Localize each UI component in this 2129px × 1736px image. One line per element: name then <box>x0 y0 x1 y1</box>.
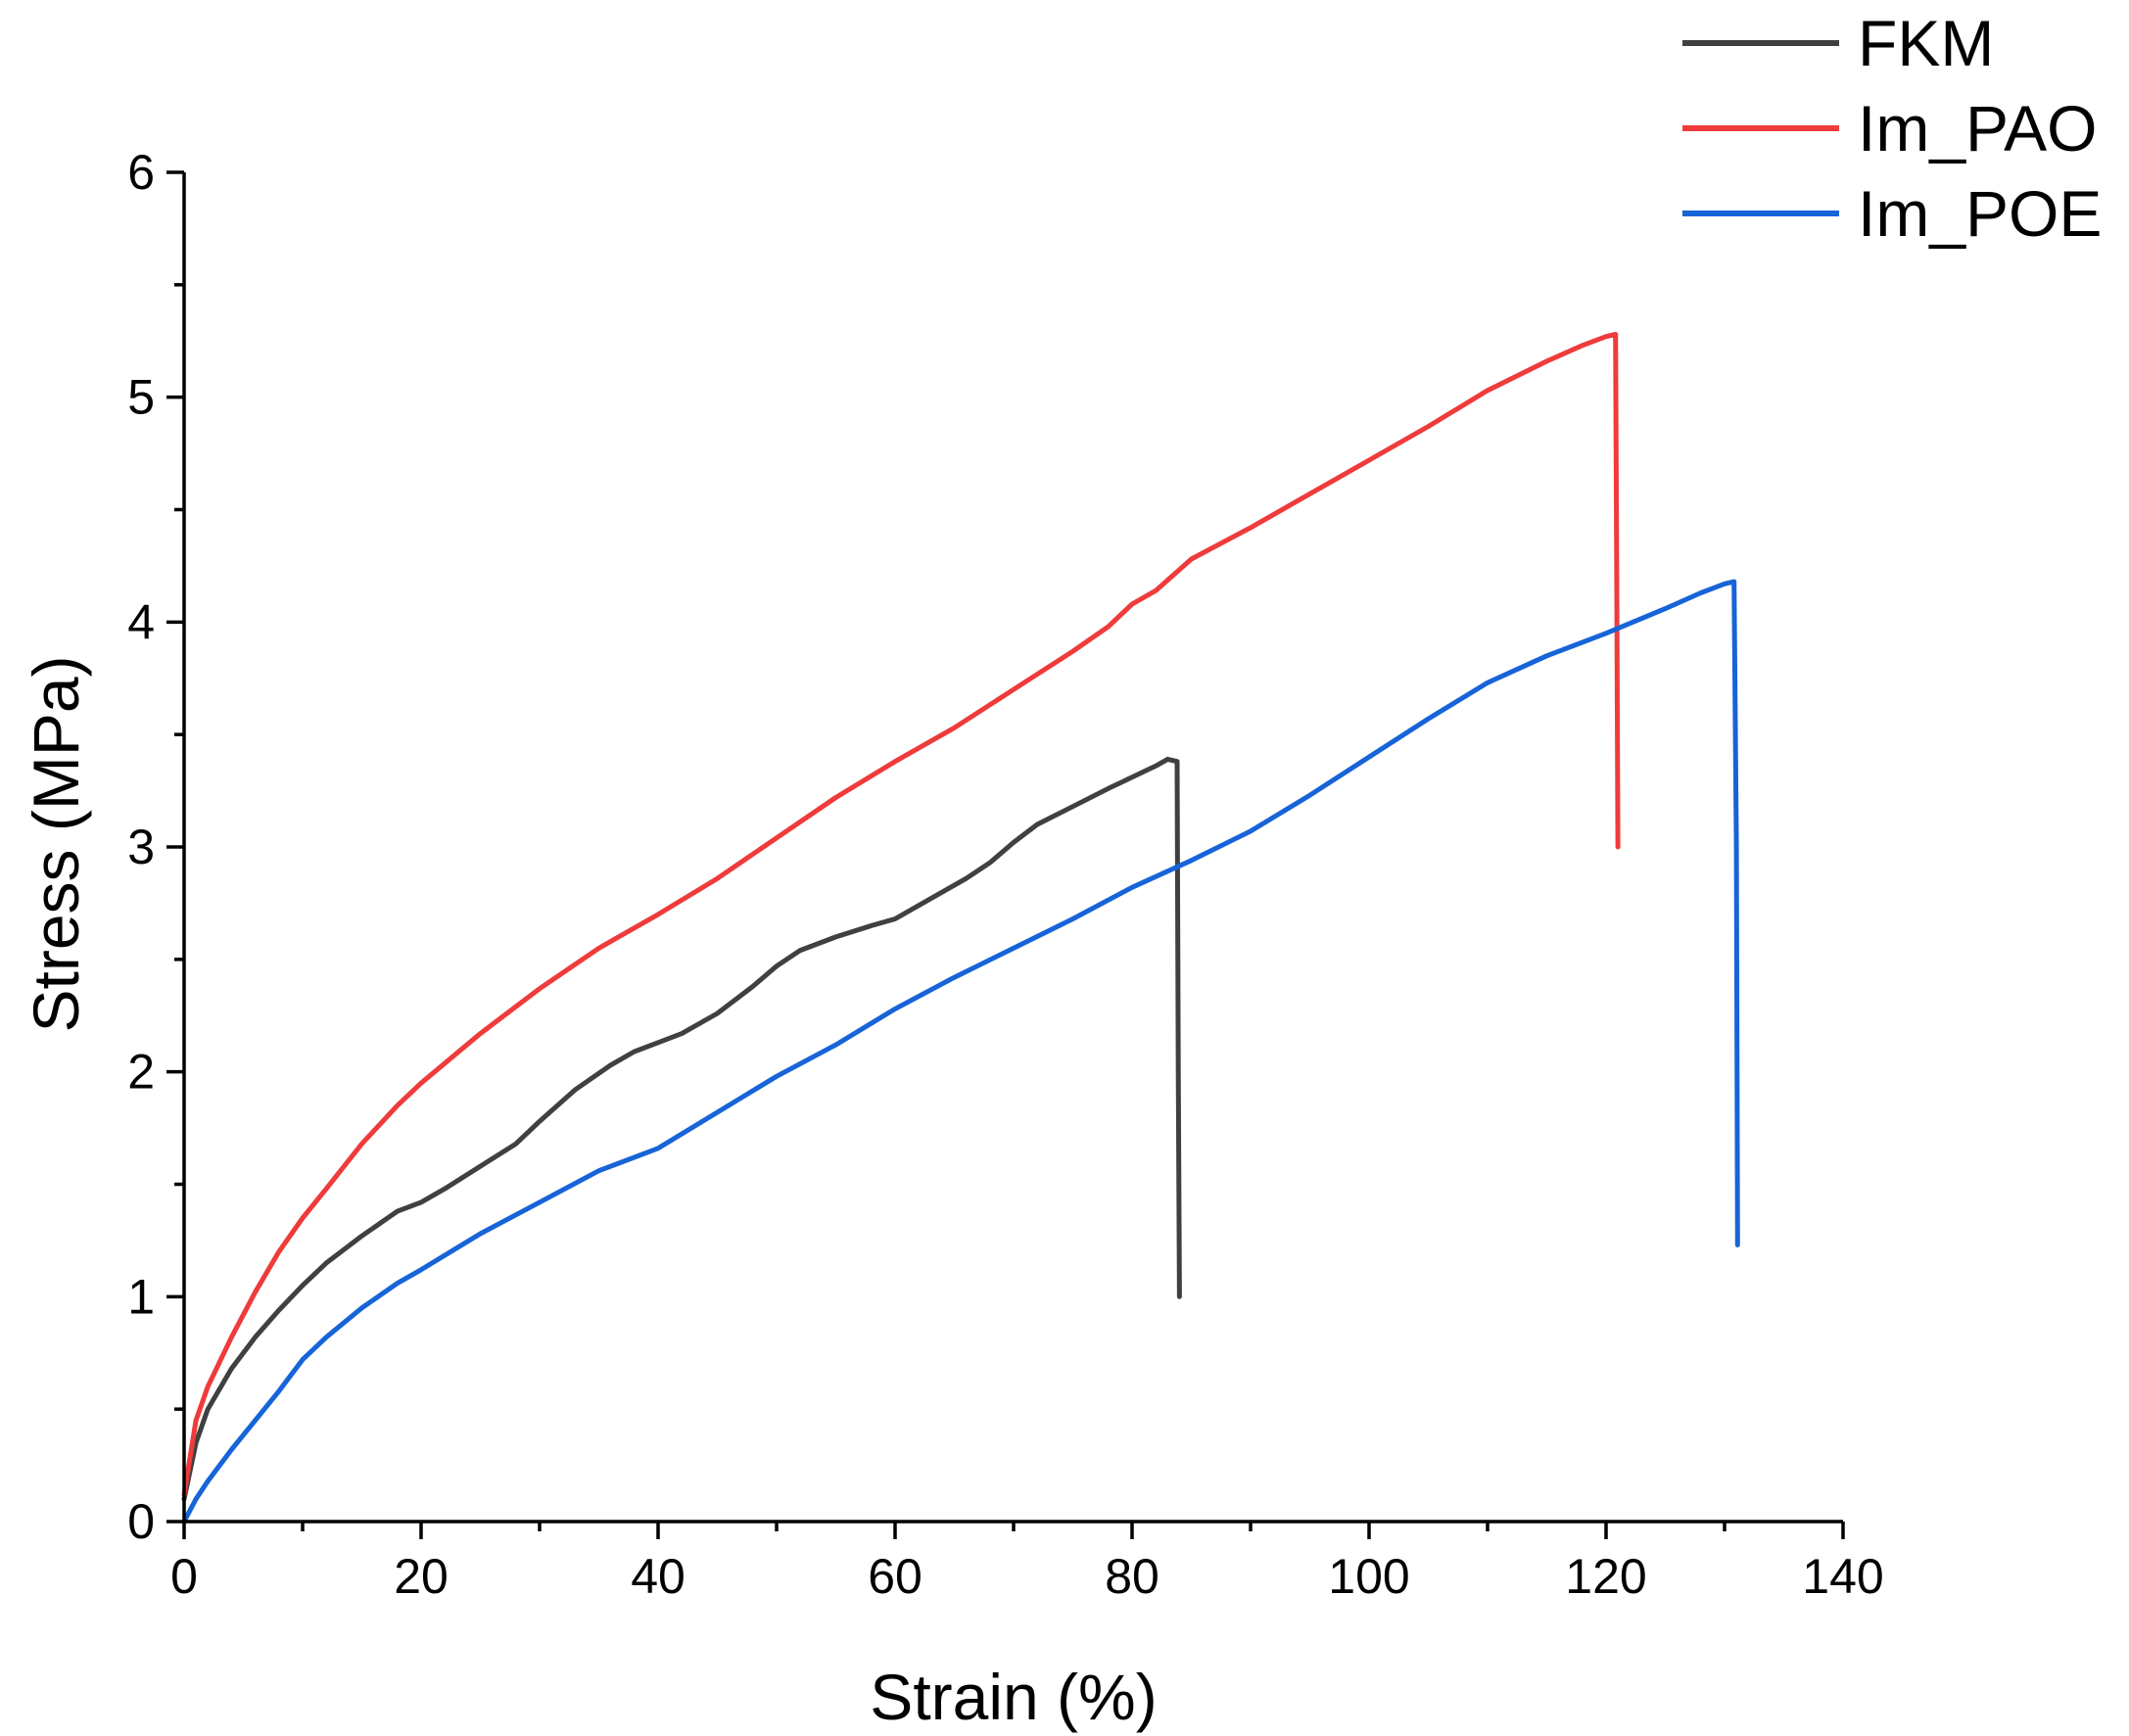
y-axis-title: Stress (MPa) <box>20 655 92 1032</box>
y-tick-label: 5 <box>127 370 155 425</box>
x-axis-title: Strain (%) <box>870 1661 1157 1733</box>
series-lines <box>181 331 1740 1525</box>
series-line-im-pao <box>181 331 1621 1497</box>
y-tick-label: 6 <box>127 145 155 200</box>
x-axis-ticks: 0 20 40 60 80 100 120 140 <box>170 1522 1884 1604</box>
x-tick-label: 120 <box>1565 1549 1646 1604</box>
y-axis-ticks: 0 1 2 3 4 5 6 <box>127 145 184 1549</box>
series-line-fkm <box>181 756 1182 1502</box>
y-tick-label: 2 <box>127 1045 155 1100</box>
y-tick-label: 1 <box>127 1269 155 1324</box>
x-tick-label: 20 <box>394 1549 449 1604</box>
x-tick-label: 0 <box>170 1549 198 1604</box>
legend-label-fkm: FKM <box>1858 7 1994 79</box>
x-tick-label: 80 <box>1105 1549 1159 1604</box>
legend-label-im-poe: Im_POE <box>1858 177 2102 250</box>
x-tick-label: 60 <box>868 1549 923 1604</box>
y-tick-label: 4 <box>127 594 155 649</box>
x-axis: 0 20 40 60 80 100 120 140 Strain (%) <box>170 1520 1884 1733</box>
x-tick-label: 40 <box>631 1549 686 1604</box>
x-tick-label: 140 <box>1802 1549 1883 1604</box>
legend: FKM Im_PAO Im_POE <box>1682 7 2102 250</box>
y-axis: 0 1 2 3 4 5 6 Stress (MPa) <box>20 145 186 1549</box>
y-tick-label: 3 <box>127 820 155 874</box>
legend-label-im-pao: Im_PAO <box>1858 92 2098 164</box>
series-line-im-poe <box>181 579 1740 1525</box>
x-tick-label: 100 <box>1328 1549 1409 1604</box>
y-tick-label: 0 <box>127 1494 155 1549</box>
